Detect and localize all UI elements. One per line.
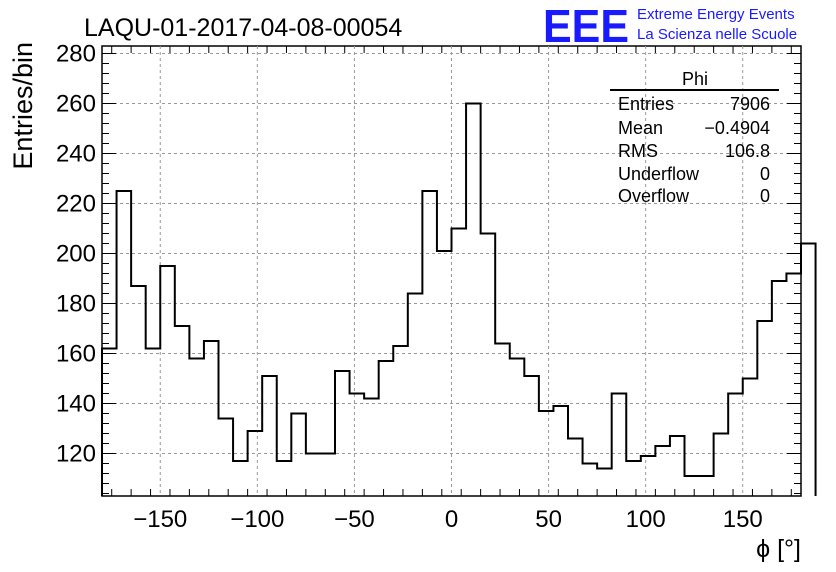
histogram-bin bbox=[743, 379, 758, 497]
histogram-bin bbox=[670, 436, 685, 496]
histogram-bin bbox=[364, 399, 379, 497]
stats-value-entries: 7906 bbox=[730, 94, 770, 114]
histogram-bins bbox=[102, 104, 816, 497]
histogram-bin bbox=[553, 406, 568, 496]
histogram-bin bbox=[350, 394, 365, 497]
histogram-bin bbox=[699, 476, 714, 496]
histogram-bin bbox=[757, 321, 772, 496]
histogram-bin bbox=[248, 431, 263, 496]
histogram-bin bbox=[597, 469, 612, 497]
eee-logo: EEE Extreme Energy Events La Scienza nel… bbox=[543, 0, 797, 52]
histogram-bin bbox=[262, 376, 277, 496]
histogram-bin bbox=[320, 454, 335, 497]
histogram-bin bbox=[422, 191, 437, 496]
stats-value-underflow: 0 bbox=[760, 164, 770, 184]
stats-value-overflow: 0 bbox=[760, 186, 770, 206]
histogram-bin bbox=[685, 476, 700, 496]
histogram-bin bbox=[189, 359, 204, 497]
stats-title: Phi bbox=[682, 69, 708, 89]
y-tick-label: 180 bbox=[56, 291, 96, 318]
x-axis-label: ϕ [°] bbox=[756, 535, 801, 563]
histogram-bin bbox=[583, 464, 598, 497]
histogram-bin bbox=[772, 281, 787, 496]
x-tick-label: −150 bbox=[133, 506, 187, 533]
histogram-bin bbox=[714, 434, 729, 497]
histogram-bin bbox=[801, 244, 816, 497]
logo-letters: EEE bbox=[543, 0, 629, 52]
histogram-bin bbox=[291, 414, 306, 497]
x-tick-label: 50 bbox=[535, 506, 562, 533]
histogram-bin bbox=[393, 346, 408, 496]
y-axis-label: Entries/bin bbox=[8, 42, 38, 170]
x-tick-label: 0 bbox=[445, 506, 458, 533]
histogram-bin bbox=[335, 371, 350, 496]
histogram-bin bbox=[612, 394, 627, 497]
y-tick-label: 140 bbox=[56, 391, 96, 418]
histogram-outline bbox=[101, 102, 817, 496]
histogram-bin bbox=[524, 376, 539, 496]
histogram-bin bbox=[437, 251, 452, 496]
histogram-bin bbox=[175, 326, 190, 496]
y-tick-label: 220 bbox=[56, 191, 96, 218]
histogram-bin bbox=[117, 191, 132, 496]
histogram-bin bbox=[626, 461, 641, 496]
stats-label-underflow: Underflow bbox=[618, 164, 700, 184]
y-tick-label: 120 bbox=[56, 441, 96, 468]
histogram-bin bbox=[510, 359, 525, 497]
x-tick-label: −100 bbox=[230, 506, 284, 533]
stats-label-rms: RMS bbox=[618, 141, 658, 161]
stats-box: Phi Entries 7906 Mean −0.4904 RMS 106.8 … bbox=[610, 69, 779, 206]
histogram-bin bbox=[277, 461, 292, 496]
logo-line-1: Extreme Energy Events bbox=[637, 6, 795, 23]
x-tick-label: 100 bbox=[626, 506, 666, 533]
y-tick-label: 280 bbox=[56, 41, 96, 68]
run-title: LAQU-01-2017-04-08-00054 bbox=[84, 14, 402, 42]
x-tick-label: −50 bbox=[334, 506, 375, 533]
histogram-bin bbox=[219, 419, 234, 497]
stats-value-rms: 106.8 bbox=[725, 141, 770, 161]
histogram-bin bbox=[641, 456, 656, 496]
stats-rows: Entries 7906 Mean −0.4904 RMS 106.8 Unde… bbox=[618, 94, 770, 206]
histogram-bin bbox=[408, 294, 423, 497]
y-tick-label: 200 bbox=[56, 241, 96, 268]
histogram-bin bbox=[131, 286, 146, 496]
histogram-bin bbox=[204, 341, 219, 496]
histogram-bin bbox=[233, 461, 248, 496]
stats-label-mean: Mean bbox=[618, 118, 663, 138]
axis-ticks bbox=[102, 46, 801, 496]
axis-tick-labels: −150 −100 −50 0 50 100 150 120 140 160 180 200 220 24… bbox=[56, 41, 763, 534]
y-tick-label: 160 bbox=[56, 341, 96, 368]
histogram-bin bbox=[495, 344, 510, 497]
histogram-bin bbox=[160, 266, 175, 496]
y-tick-label: 260 bbox=[56, 91, 96, 118]
stats-label-entries: Entries bbox=[618, 94, 674, 114]
histogram-bin bbox=[306, 454, 321, 497]
stats-label-overflow: Overflow bbox=[618, 186, 690, 206]
histogram-bin bbox=[728, 394, 743, 497]
histogram-bin bbox=[568, 439, 583, 497]
histogram-bin bbox=[379, 361, 394, 496]
stats-value-mean: −0.4904 bbox=[704, 118, 770, 138]
grid-lines bbox=[102, 46, 801, 496]
histogram-bin bbox=[146, 349, 161, 497]
histogram-bin bbox=[786, 274, 801, 497]
histogram-bin bbox=[452, 229, 467, 497]
y-tick-label: 240 bbox=[56, 141, 96, 168]
logo-line-2: La Scienza nelle Scuole bbox=[637, 26, 797, 43]
histogram-bin bbox=[481, 234, 496, 497]
histogram-bin bbox=[466, 104, 481, 497]
x-tick-label: 150 bbox=[723, 506, 763, 533]
